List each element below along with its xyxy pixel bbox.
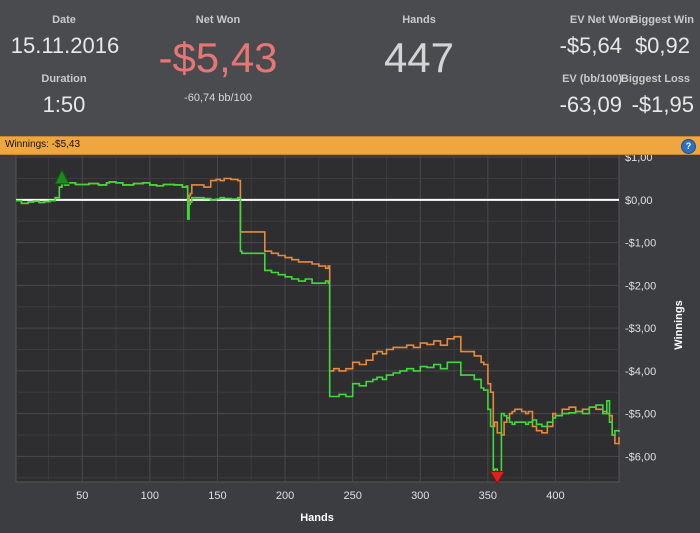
y-tick-label: -$1,00 bbox=[625, 238, 656, 250]
hands-label: Hands bbox=[402, 14, 436, 26]
series-group bbox=[16, 177, 620, 475]
duration-value: 1:50 bbox=[42, 92, 86, 117]
biggest-win-value: $0,92 bbox=[634, 33, 690, 58]
stats-panel: Date 15.11.2016 Duration 1:50 Net Won -$… bbox=[0, 0, 700, 136]
x-tick-label: 150 bbox=[208, 490, 226, 502]
winnings-banner: Winnings: -$5,43 ? bbox=[0, 136, 700, 155]
hands-value: 447 bbox=[383, 34, 455, 81]
x-tick-label: 50 bbox=[76, 490, 88, 502]
y-tick-label: $1,00 bbox=[625, 155, 653, 164]
help-icon[interactable]: ? bbox=[681, 139, 696, 154]
ev-bb100-label: EV (bb/100) bbox=[562, 73, 622, 85]
x-axis-label: Hands bbox=[300, 512, 334, 524]
min-marker bbox=[489, 470, 506, 485]
y-tick-label: -$5,00 bbox=[625, 409, 656, 421]
y-tick-label: -$2,00 bbox=[625, 280, 656, 292]
x-tick-label: 100 bbox=[141, 490, 159, 502]
x-tick-label: 250 bbox=[343, 490, 361, 502]
ev-net-won-label: EV Net Won bbox=[569, 14, 632, 26]
date-label: Date bbox=[52, 14, 76, 26]
x-tick-label: 200 bbox=[276, 490, 294, 502]
x-tick-label: 350 bbox=[479, 490, 497, 502]
y-tick-label: $0,00 bbox=[625, 195, 653, 207]
axis-ticks: 50 100 150 200 250 300 350 400 $1,00 $0,00 -$1,00 -… bbox=[76, 155, 656, 502]
winnings-banner-text: Winnings: -$5,43 bbox=[5, 139, 81, 150]
max-marker bbox=[54, 168, 70, 185]
ev-bb100-value: -63,09 bbox=[559, 92, 622, 117]
date-value: 15.11.2016 bbox=[10, 33, 120, 58]
net-won-value: -$5,43 bbox=[158, 34, 278, 81]
ev-net-won-value: -$5,64 bbox=[559, 33, 622, 58]
y-tick-label: -$3,00 bbox=[625, 323, 656, 335]
markers-group bbox=[54, 168, 506, 485]
y-tick-label: -$4,00 bbox=[625, 366, 656, 378]
biggest-loss-value: -$1,95 bbox=[631, 92, 694, 117]
y-tick-label: -$6,00 bbox=[625, 451, 656, 463]
net-won-bb100: -60,74 bb/100 bbox=[184, 92, 252, 104]
plot-area bbox=[15, 155, 620, 483]
series-line-winnings bbox=[16, 181, 620, 475]
x-tick-label: 400 bbox=[546, 490, 564, 502]
biggest-win-label: Biggest Win bbox=[630, 14, 694, 26]
grid bbox=[16, 155, 619, 482]
x-tick-label: 300 bbox=[411, 490, 429, 502]
y-axis-label: Winnings bbox=[673, 300, 685, 349]
net-won-label: Net Won bbox=[195, 14, 241, 26]
winnings-chart: 50 100 150 200 250 300 350 400 $1,00 $0,00 -$1,00 -… bbox=[15, 155, 685, 524]
biggest-loss-label: Biggest Loss bbox=[620, 73, 690, 85]
duration-label: Duration bbox=[41, 73, 87, 85]
